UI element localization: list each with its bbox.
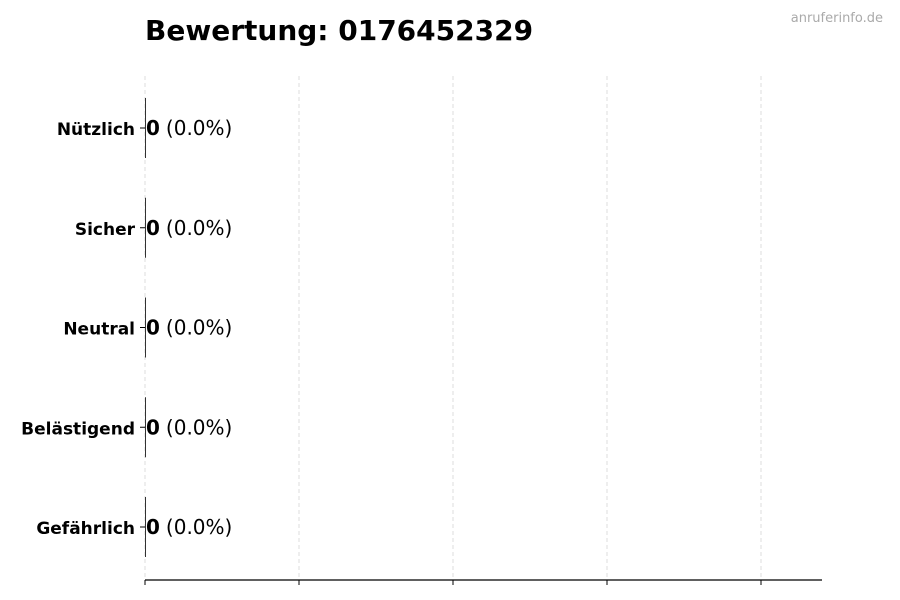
data-label: 0 (0.0%)	[146, 116, 232, 140]
percent-label: (0.0%)	[166, 116, 232, 140]
percent-label: (0.0%)	[166, 515, 232, 539]
y-tick-label: Sicher	[75, 220, 136, 240]
percent-label: (0.0%)	[166, 316, 232, 340]
value-label: 0	[146, 415, 160, 439]
bar	[145, 197, 146, 258]
y-tick-label: Nützlich	[57, 120, 135, 140]
data-label: 0 (0.0%)	[146, 515, 232, 539]
percent-label: (0.0%)	[166, 216, 232, 240]
y-tick-label: Belästigend	[21, 419, 135, 439]
bar	[145, 297, 146, 358]
y-tick-label: Gefährlich	[36, 519, 135, 539]
data-label: 0 (0.0%)	[146, 316, 232, 340]
watermark: anruferinfo.de	[791, 11, 883, 26]
y-tick-label: Neutral	[63, 320, 135, 340]
bar	[145, 98, 146, 158]
value-label: 0	[146, 116, 160, 140]
value-label: 0	[146, 216, 160, 240]
data-label: 0 (0.0%)	[146, 216, 232, 240]
percent-label: (0.0%)	[166, 415, 232, 439]
value-label: 0	[146, 316, 160, 340]
bar	[145, 497, 146, 557]
bar	[145, 397, 146, 458]
chart-title: Bewertung: 0176452329	[145, 14, 533, 47]
value-label: 0	[146, 515, 160, 539]
data-label: 0 (0.0%)	[146, 415, 232, 439]
